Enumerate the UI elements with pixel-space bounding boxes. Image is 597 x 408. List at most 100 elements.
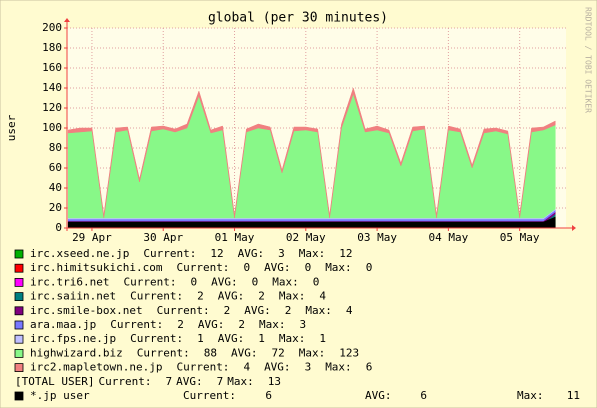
legend-swatch bbox=[14, 277, 24, 287]
stat-label: AVG: bbox=[211, 275, 238, 288]
stat-value: 3 bbox=[305, 361, 312, 374]
stat-label: AVG: bbox=[218, 332, 245, 345]
stat-value: 12 bbox=[339, 247, 352, 260]
stat-label: Current: bbox=[130, 290, 183, 303]
stat-label: AVG: bbox=[264, 361, 291, 374]
stat-label: AVG: bbox=[238, 247, 265, 260]
legend-name: irc.smile-box.net bbox=[30, 304, 143, 317]
stat-label: AVG: bbox=[244, 304, 271, 317]
watermark: RRDTOOL / TOBI OETIKER bbox=[584, 7, 593, 113]
stat-value: 2 bbox=[224, 304, 231, 317]
legend-entry: ara.maa.jp Current: 2 AVG: 2 Max: 3 bbox=[30, 318, 306, 331]
stat-value: 1 bbox=[258, 332, 265, 345]
stat-value: 0 bbox=[313, 275, 320, 288]
y-tick-label: 140 bbox=[42, 81, 62, 94]
y-axis-label: user bbox=[5, 114, 18, 141]
stat-value: 2 bbox=[238, 318, 245, 331]
stat-value: 4 bbox=[243, 361, 250, 374]
stat-value: 7 bbox=[217, 375, 224, 388]
stat-value: 6 bbox=[366, 361, 373, 374]
chart-title: global (per 30 minutes) bbox=[208, 11, 388, 26]
stat-label: Current: bbox=[143, 247, 196, 260]
legend-swatch bbox=[14, 292, 24, 302]
legend-name: [TOTAL USER] bbox=[15, 375, 94, 388]
stat-value: 7 bbox=[165, 375, 172, 388]
legend-name: *.jp user bbox=[30, 389, 90, 402]
y-tick-label: 120 bbox=[42, 101, 62, 114]
legend-name: irc.himitsukichi.com bbox=[30, 261, 163, 274]
stat-label: Max: bbox=[305, 304, 332, 317]
y-tick-label: 80 bbox=[49, 141, 62, 154]
y-tick-label: 100 bbox=[42, 121, 62, 134]
stat-label: AVG: bbox=[176, 375, 203, 388]
x-tick-label: 03 May bbox=[357, 231, 397, 244]
stat-value: 6 bbox=[420, 389, 427, 402]
stat-value: 2 bbox=[258, 290, 265, 303]
stat-value: 2 bbox=[285, 304, 292, 317]
legend-entry: irc.smile-box.net Current: 2 AVG: 2 Max: 4 bbox=[30, 304, 353, 317]
stat-value: 6 bbox=[265, 389, 272, 402]
legend-swatch bbox=[14, 334, 24, 344]
stat-label: AVG: bbox=[231, 346, 258, 359]
area bbox=[67, 87, 556, 219]
y-tick-label: 40 bbox=[49, 181, 62, 194]
legend-entry: irc.himitsukichi.com Current: 0 AVG: 0 Max: 0 bbox=[30, 261, 372, 274]
stat-label: Current: bbox=[183, 389, 236, 402]
stat-label: Current: bbox=[157, 304, 210, 317]
legend-swatch bbox=[14, 363, 24, 373]
stat-value: 88 bbox=[204, 346, 217, 359]
stat-value: 2 bbox=[197, 290, 204, 303]
legend-entry: irc.xseed.ne.jp Current: 12 AVG: 3 Max: 12 bbox=[30, 247, 352, 260]
stat-value: 123 bbox=[339, 346, 359, 359]
stat-label: Current: bbox=[110, 318, 163, 331]
stat-label: Max: bbox=[325, 261, 352, 274]
stat-value: 2 bbox=[177, 318, 184, 331]
stat-label: AVG: bbox=[198, 318, 225, 331]
axes: 0 20 40 60 80 100 120 140 160 180 200 29 Apr 30 Apr 0… bbox=[42, 18, 576, 244]
stat-value: 0 bbox=[305, 261, 312, 274]
y-tick-label: 200 bbox=[42, 21, 62, 34]
areas bbox=[67, 87, 556, 229]
x-arrow bbox=[572, 225, 576, 231]
y-tick-label: 20 bbox=[49, 201, 62, 214]
stat-label: Current: bbox=[98, 375, 151, 388]
stat-label: Current: bbox=[130, 332, 183, 345]
legend-name: irc.saiin.net bbox=[30, 290, 116, 303]
x-tick-label: 30 Apr bbox=[143, 231, 183, 244]
y-tick-label: 0 bbox=[55, 221, 62, 234]
stat-label: Current: bbox=[176, 261, 229, 274]
legend-name: ara.maa.jp bbox=[30, 318, 96, 331]
legend-entry: irc.saiin.net Current: 2 AVG: 2 Max: 4 bbox=[30, 290, 326, 303]
legend-name: highwizard.biz bbox=[30, 346, 123, 359]
stat-label: Max: bbox=[279, 332, 306, 345]
stat-value: 3 bbox=[299, 318, 306, 331]
stat-value: 72 bbox=[271, 346, 284, 359]
x-tick-label: 02 May bbox=[286, 231, 326, 244]
legend-name: irc.tri6.net bbox=[30, 275, 109, 288]
stat-value: 0 bbox=[243, 261, 250, 274]
stat-label: Max: bbox=[227, 375, 254, 388]
legend-swatch bbox=[14, 249, 24, 259]
legend-name: irc.xseed.ne.jp bbox=[30, 247, 129, 260]
stat-label: Current: bbox=[123, 275, 176, 288]
legend-entry: irc2.mapletown.ne.jp Current: 4 AVG: 3 Max: 6 bbox=[30, 361, 372, 374]
stat-label: Current: bbox=[137, 346, 190, 359]
stat-value: 12 bbox=[210, 247, 223, 260]
x-tick-label: 05 May bbox=[500, 231, 540, 244]
stat-value: 0 bbox=[252, 275, 259, 288]
x-tick-label: 01 May bbox=[215, 231, 255, 244]
legend-swatch bbox=[14, 320, 24, 330]
legend-entry: highwizard.biz Current: 88 AVG: 72 Max: 123 bbox=[30, 346, 359, 359]
legend: irc.xseed.ne.jp Current: 12 AVG: 3 Max: 12irc.… bbox=[14, 247, 580, 402]
stat-label: AVG: bbox=[264, 261, 291, 274]
legend-name: irc2.mapletown.ne.jp bbox=[30, 361, 162, 374]
legend-swatch bbox=[14, 306, 24, 316]
legend-swatch bbox=[14, 348, 24, 358]
stat-value: 1 bbox=[197, 332, 204, 345]
stat-value: 4 bbox=[346, 304, 353, 317]
stat-label: AVG: bbox=[218, 290, 245, 303]
legend-swatch bbox=[14, 263, 24, 273]
x-tick-label: 29 Apr bbox=[72, 231, 112, 244]
stat-label: Max: bbox=[325, 361, 352, 374]
